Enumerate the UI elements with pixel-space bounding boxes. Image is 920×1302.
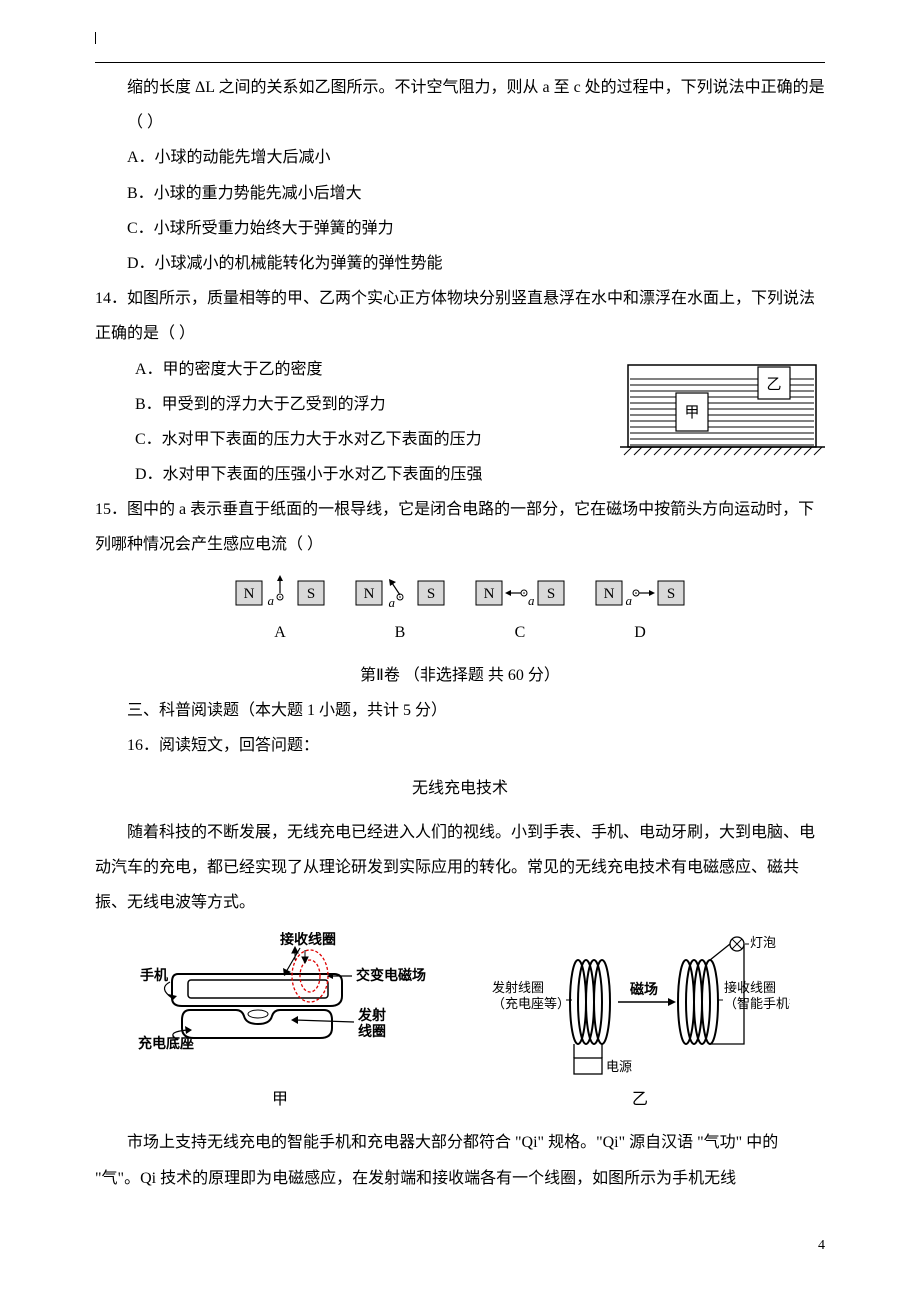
svg-text:交变电磁场: 交变电磁场 xyxy=(356,967,426,984)
question-14: 14．如图所示，质量相等的甲、乙两个实心正方体物块分别竖直悬浮在水中和漂浮在水面… xyxy=(95,281,825,492)
q15-option-b-label: B xyxy=(395,615,406,650)
q15-options-figure: N S a A N S a xyxy=(95,573,825,650)
diagram-jia-svg: 手机 接收线圈 交变电磁场 发射 线圈 充电底座 xyxy=(130,932,430,1082)
svg-text:（充电座等）: （充电座等） xyxy=(492,996,570,1011)
question-15: 15．图中的 a 表示垂直于纸面的一根导线，它是闭合电路的一部分，它在磁场中按箭… xyxy=(95,492,825,650)
magnet-diagram-d: N S a xyxy=(594,573,686,613)
section-3-title: 三、科普阅读题（本大题 1 小题，共计 5 分） xyxy=(95,693,825,728)
q13-stem: 缩的长度 ΔL 之间的关系如乙图所示。不计空气阻力，则从 a 至 c 处的过程中… xyxy=(95,70,825,140)
q14-number: 14． xyxy=(95,290,127,307)
q15-stem-line: 15．图中的 a 表示垂直于纸面的一根导线，它是闭合电路的一部分，它在磁场中按箭… xyxy=(95,492,825,562)
q15-option-a-label: A xyxy=(274,615,286,650)
page-number: 4 xyxy=(818,1231,825,1262)
q13-option-a: A．小球的动能先增大后减小 xyxy=(95,140,825,175)
article-para-2: 市场上支持无线充电的智能手机和充电器大部分都符合 "Qi" 规格。"Qi" 源自… xyxy=(95,1125,825,1195)
svg-text:灯泡: 灯泡 xyxy=(750,935,776,950)
q13-option-d: D．小球减小的机械能转化为弹簧的弹性势能 xyxy=(95,246,825,281)
svg-text:线圈: 线圈 xyxy=(358,1023,386,1040)
q15-stem: 图中的 a 表示垂直于纸面的一根导线，它是闭合电路的一部分，它在磁场中按箭头方向… xyxy=(95,501,814,553)
svg-text:接收线圈: 接收线圈 xyxy=(280,932,336,948)
svg-text:S: S xyxy=(667,586,675,602)
magnet-diagram-a: N S a xyxy=(234,573,326,613)
q16-stem: 16．阅读短文，回答问题： xyxy=(95,728,825,763)
svg-text:（智能手机等）: （智能手机等） xyxy=(724,996,790,1011)
svg-text:S: S xyxy=(307,586,315,602)
svg-text:充电底座: 充电底座 xyxy=(138,1035,194,1052)
svg-text:磁场: 磁场 xyxy=(630,981,658,998)
q15-option-a-unit: N S a A xyxy=(234,573,326,650)
svg-text:N: N xyxy=(604,586,615,602)
block-jia-label: 甲 xyxy=(684,405,699,421)
svg-text:N: N xyxy=(244,586,255,602)
header-rule xyxy=(95,62,825,63)
q15-number: 15． xyxy=(95,501,127,518)
q14-figure: 甲 乙 xyxy=(620,357,825,467)
svg-text:a: a xyxy=(528,593,535,608)
svg-text:发射线圈: 发射线圈 xyxy=(492,980,544,995)
block-yi-label: 乙 xyxy=(766,377,781,393)
svg-text:接收线圈: 接收线圈 xyxy=(724,980,776,995)
diagram-yi: 灯泡 磁场 发射线圈 （充电座等） xyxy=(490,932,790,1117)
q15-option-c-unit: N S a C xyxy=(474,573,566,650)
svg-text:电源: 电源 xyxy=(606,1059,632,1074)
top-margin-tick xyxy=(95,32,96,44)
svg-text:a: a xyxy=(389,595,396,610)
article-para-1: 随着科技的不断发展，无线充电已经进入人们的视线。小到手表、手机、电动牙刷，大到电… xyxy=(95,815,825,921)
svg-text:S: S xyxy=(547,586,555,602)
diagram-yi-svg: 灯泡 磁场 发射线圈 （充电座等） xyxy=(490,932,790,1082)
svg-text:a: a xyxy=(268,593,275,608)
svg-text:手机: 手机 xyxy=(140,967,168,984)
q14-stem: 如图所示，质量相等的甲、乙两个实心正方体物块分别竖直悬浮在水中和漂浮在水面上，下… xyxy=(95,290,815,342)
q15-option-d-unit: N S a D xyxy=(594,573,686,650)
diagram-yi-caption: 乙 xyxy=(490,1082,790,1117)
q15-option-c-label: C xyxy=(515,615,526,650)
part2-header: 第Ⅱ卷 （非选择题 共 60 分） xyxy=(95,658,825,693)
q13-option-c: C．小球所受重力始终大于弹簧的弹力 xyxy=(95,211,825,246)
svg-text:S: S xyxy=(427,586,435,602)
q14-stem-line: 14．如图所示，质量相等的甲、乙两个实心正方体物块分别竖直悬浮在水中和漂浮在水面… xyxy=(95,281,825,351)
question-13-continuation: 缩的长度 ΔL 之间的关系如乙图所示。不计空气阻力，则从 a 至 c 处的过程中… xyxy=(95,70,825,281)
magnet-diagram-c: N S a xyxy=(474,573,566,613)
buoyancy-diagram: 甲 乙 xyxy=(620,357,825,467)
q13-option-b: B．小球的重力势能先减小后增大 xyxy=(95,176,825,211)
magnet-diagram-b: N S a xyxy=(354,573,446,613)
q15-option-d-label: D xyxy=(634,615,646,650)
diagram-jia-caption: 甲 xyxy=(130,1082,430,1117)
svg-text:a: a xyxy=(626,593,633,608)
diagram-jia: 手机 接收线圈 交变电磁场 发射 线圈 充电底座 xyxy=(130,932,430,1117)
q15-option-b-unit: N S a B xyxy=(354,573,446,650)
article-title: 无线充电技术 xyxy=(95,771,825,806)
svg-text:N: N xyxy=(364,586,375,602)
wireless-charging-diagrams: 手机 接收线圈 交变电磁场 发射 线圈 充电底座 xyxy=(95,932,825,1117)
svg-text:N: N xyxy=(484,586,495,602)
svg-text:发射: 发射 xyxy=(357,1007,386,1024)
